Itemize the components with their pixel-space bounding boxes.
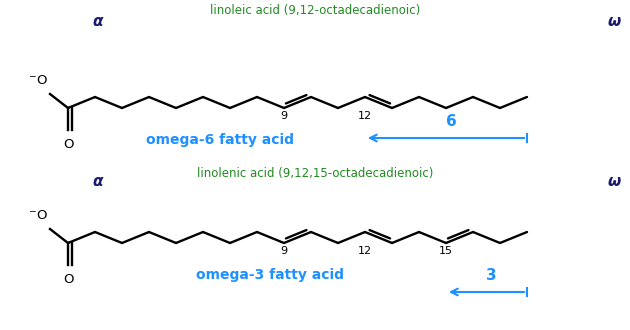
Text: 9: 9 (280, 246, 287, 256)
Text: $^{-}$O: $^{-}$O (28, 209, 48, 222)
Text: 15: 15 (439, 246, 453, 256)
Text: omega-6 fatty acid: omega-6 fatty acid (146, 133, 294, 147)
Text: 12: 12 (358, 111, 372, 121)
Text: linolenic acid (9,12,15-octadecadienoic): linolenic acid (9,12,15-octadecadienoic) (197, 167, 433, 180)
Text: O: O (64, 138, 74, 151)
Text: 6: 6 (445, 114, 456, 129)
Text: ω: ω (607, 15, 621, 29)
Text: O: O (64, 273, 74, 286)
Text: 3: 3 (486, 268, 497, 283)
Text: $^{-}$O: $^{-}$O (28, 74, 48, 87)
Text: 9: 9 (280, 111, 287, 121)
Text: α: α (93, 15, 103, 29)
Text: ω: ω (607, 174, 621, 188)
Text: 12: 12 (358, 246, 372, 256)
Text: linoleic acid (9,12-octadecadienoic): linoleic acid (9,12-octadecadienoic) (210, 4, 420, 17)
Text: α: α (93, 174, 103, 188)
Text: omega-3 fatty acid: omega-3 fatty acid (196, 268, 344, 282)
